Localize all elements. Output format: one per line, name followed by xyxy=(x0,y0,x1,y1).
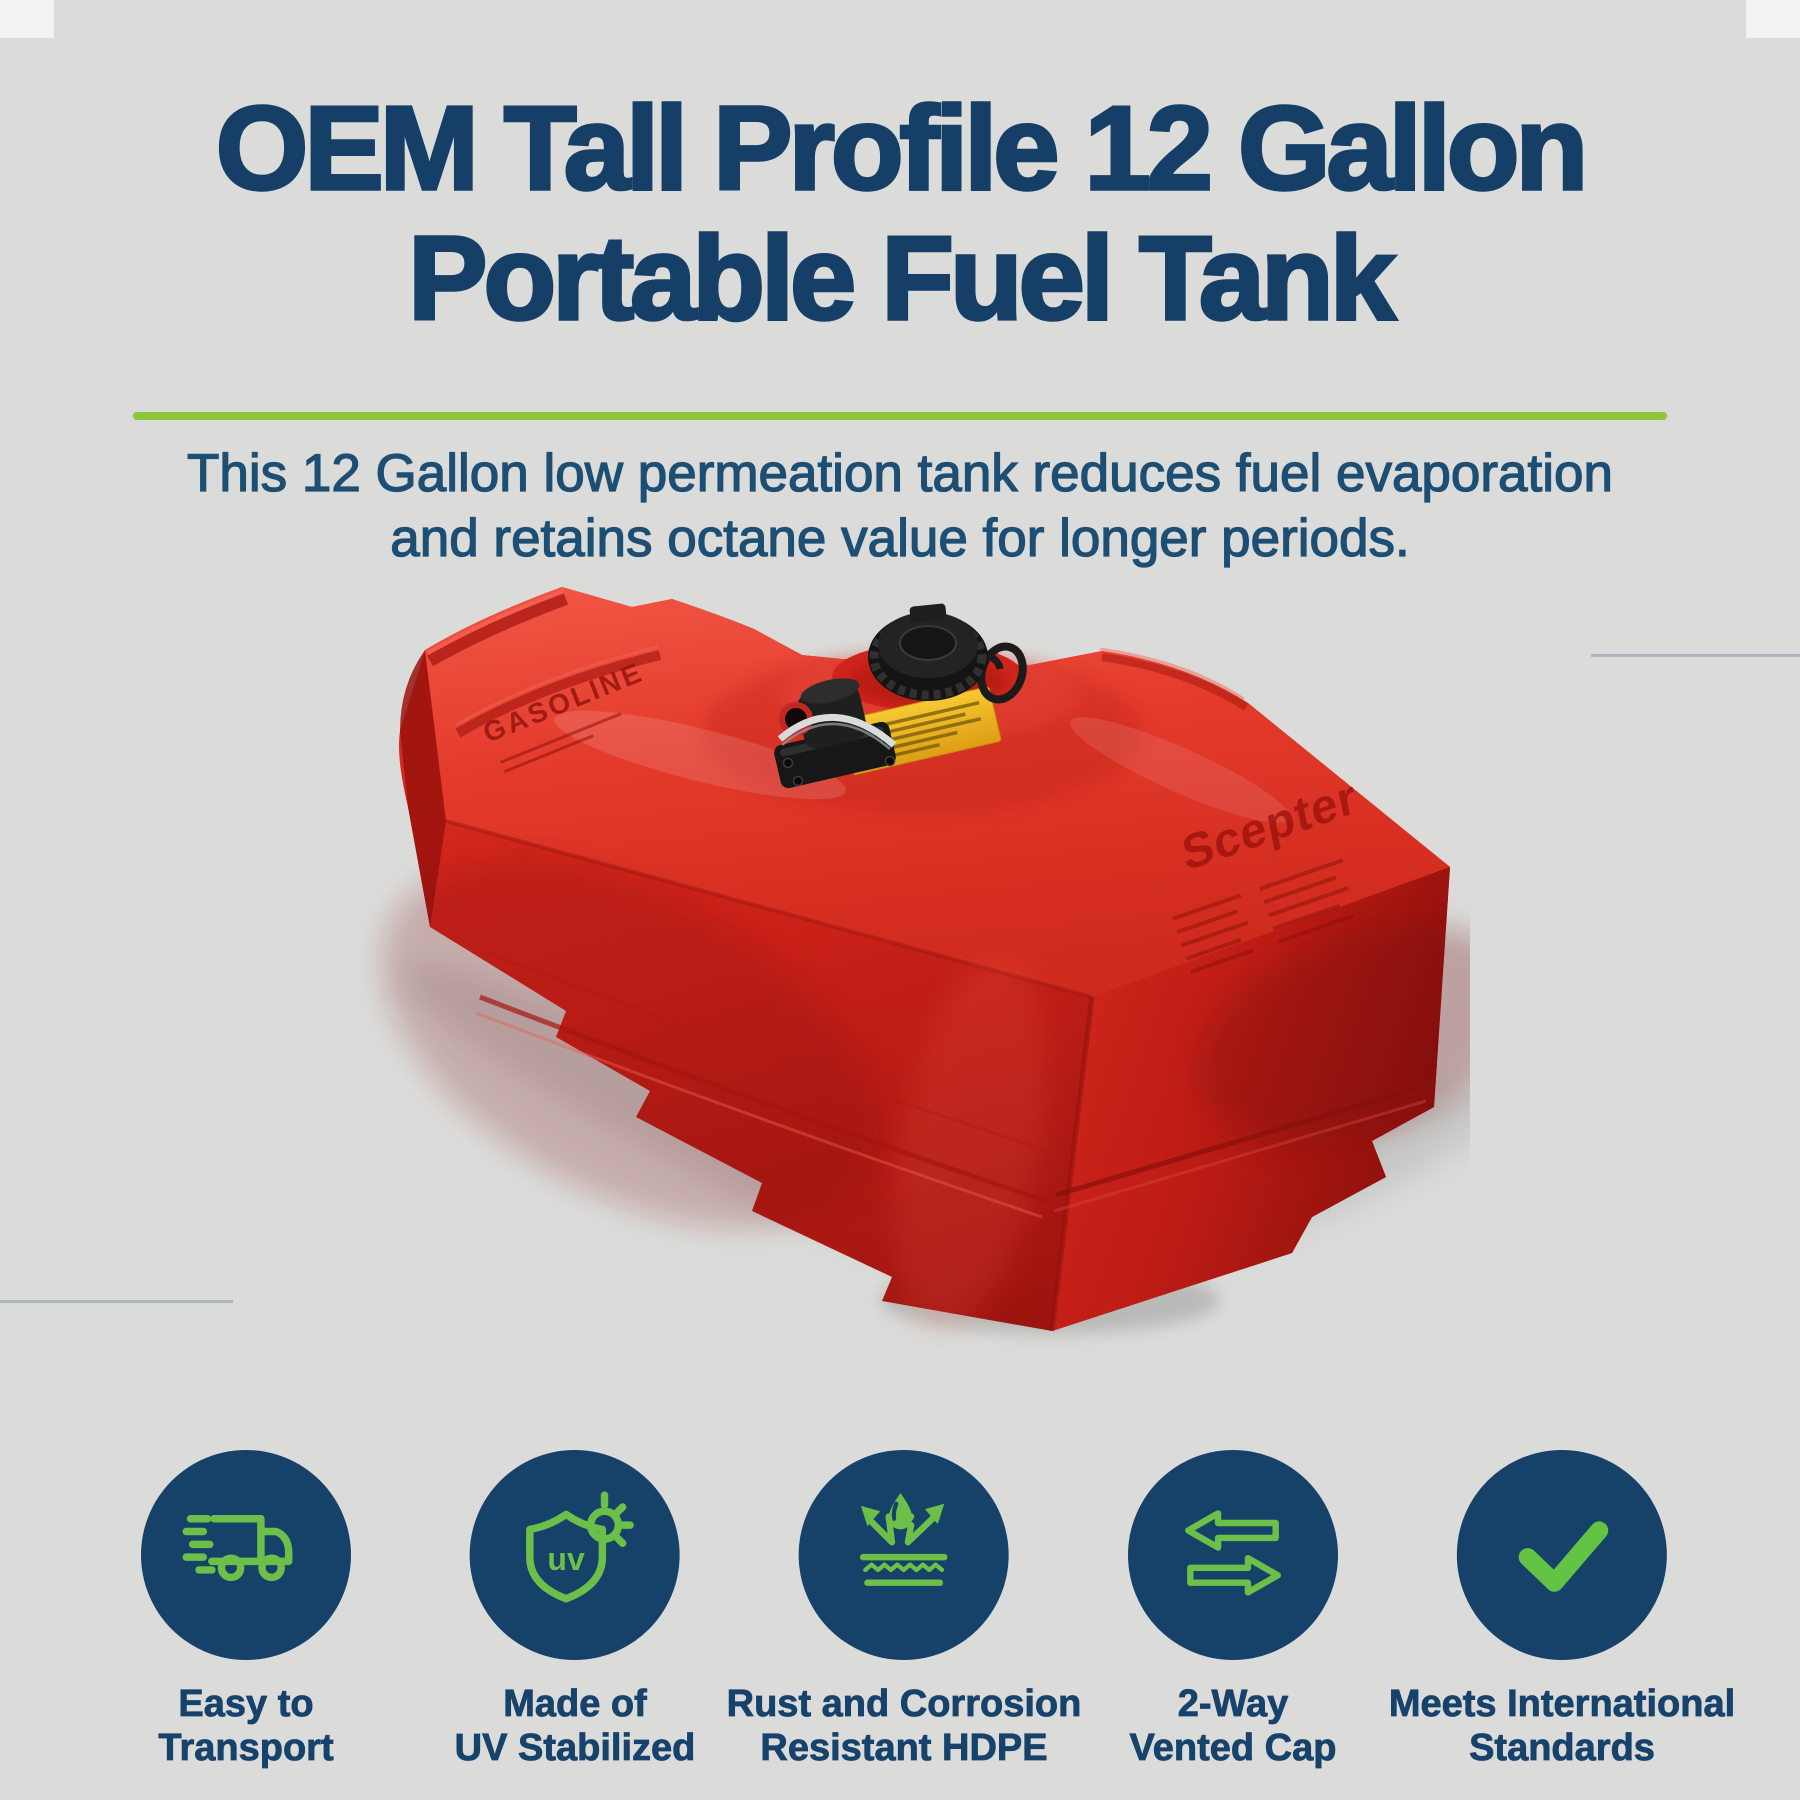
corrosion-resistant-icon xyxy=(860,1493,948,1586)
feature-label: Made of UV Stabilized xyxy=(454,1683,696,1770)
decorative-line-left xyxy=(0,1300,233,1303)
corner-decoration-right xyxy=(1746,0,1800,38)
product-description-line1: This 12 Gallon low permeation tank reduc… xyxy=(186,443,1613,503)
product-image: GASOLINE Scepter xyxy=(330,565,1524,1365)
feature-item-corrosion: Rust and Corrosion Resistant HDPE xyxy=(726,1450,1082,1770)
delivery-truck-icon xyxy=(182,1515,293,1582)
page-title-line2: Portable Fuel Tank xyxy=(406,211,1397,345)
feature-badge xyxy=(799,1450,1009,1660)
feature-item-transport: Easy to Transport xyxy=(141,1450,351,1770)
feature-item-uv: uv Made of UV Stabilized xyxy=(454,1450,696,1770)
svg-text:uv: uv xyxy=(548,1541,586,1577)
title-divider xyxy=(133,412,1667,420)
feature-badge xyxy=(1456,1450,1667,1660)
feature-badge xyxy=(1128,1450,1338,1660)
feature-label: Meets International Standards xyxy=(1388,1683,1736,1770)
feature-label: Easy to Transport xyxy=(158,1683,334,1770)
corner-decoration-left xyxy=(0,0,54,38)
fuel-pickup-fitting xyxy=(774,678,897,789)
tank-left-end xyxy=(400,650,446,927)
fuel-cap xyxy=(868,603,1027,704)
two-way-vent-icon xyxy=(1185,1510,1281,1596)
feature-badge: uv xyxy=(470,1450,680,1660)
decorative-line-right xyxy=(1591,654,1800,657)
page-title: OEM Tall Profile 12 Gallon Portable Fuel… xyxy=(0,82,1800,345)
page-title-line1: OEM Tall Profile 12 Gallon xyxy=(214,82,1590,215)
front-right-fold xyxy=(1049,996,1095,1332)
uv-shield-icon: uv xyxy=(526,1491,635,1603)
fine-print-embossing xyxy=(500,712,622,774)
product-description-line2: and retains octane value for longer peri… xyxy=(390,508,1411,568)
checkmark-icon xyxy=(1518,1521,1609,1592)
tank-grooves xyxy=(475,951,1429,1219)
spec-embossing xyxy=(1172,858,1355,974)
feature-item-standards: Meets International Standards xyxy=(1388,1450,1736,1770)
product-description: This 12 Gallon low permeation tank reduc… xyxy=(0,442,1800,571)
feature-label: 2-Way Vented Cap xyxy=(1129,1683,1337,1770)
gasoline-ridges xyxy=(427,589,662,738)
feature-item-vented-cap: 2-Way Vented Cap xyxy=(1128,1450,1338,1770)
feature-label: Rust and Corrosion Resistant HDPE xyxy=(726,1683,1082,1770)
feature-badge xyxy=(141,1450,351,1660)
fuel-tank-illustration: GASOLINE Scepter xyxy=(381,587,1524,1334)
